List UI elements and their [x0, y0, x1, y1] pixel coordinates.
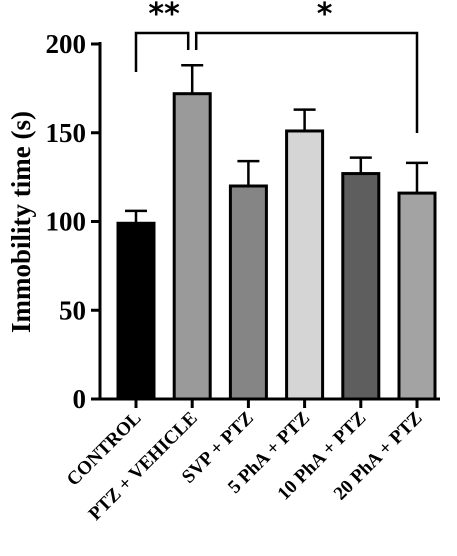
- y-tick-label: 50: [59, 295, 86, 325]
- y-axis-label: Immobility time (s): [6, 111, 36, 333]
- y-tick-label: 200: [46, 29, 87, 59]
- bar: [172, 92, 212, 401]
- significance-bracket: [194, 31, 419, 133]
- y-tick-label: 150: [46, 118, 87, 148]
- bar: [341, 172, 381, 401]
- y-tick-label: 0: [73, 384, 87, 414]
- significance-label: **: [148, 0, 180, 32]
- significance-bracket: [134, 31, 190, 72]
- bar: [116, 221, 156, 401]
- bar: [285, 129, 325, 401]
- significance-label: *: [317, 0, 333, 32]
- y-tick-label: 100: [46, 207, 87, 237]
- bar: [228, 184, 268, 401]
- bar: [397, 191, 437, 401]
